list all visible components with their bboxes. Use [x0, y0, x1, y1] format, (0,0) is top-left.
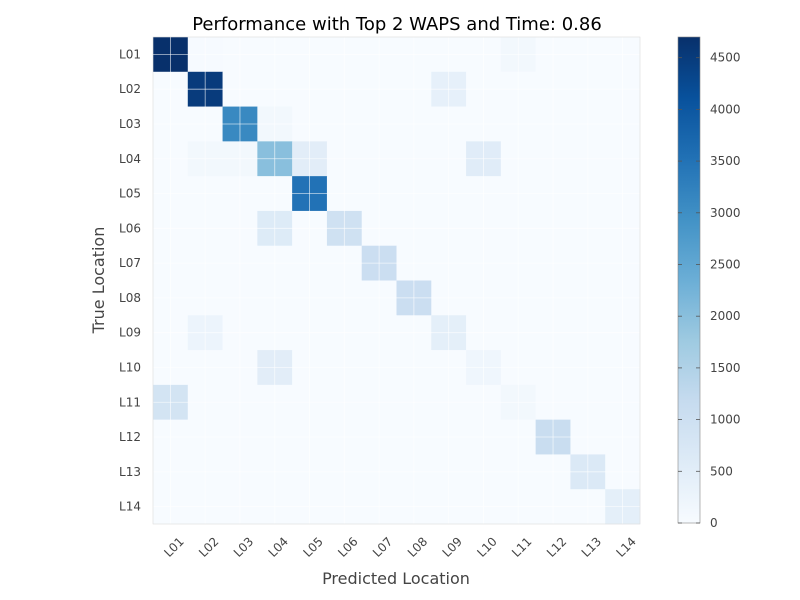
y-axis-ticks: L01 L02 L03 L04 L05 L06 L07 L08 L09 L10 L11 L12 L13 L…: [119, 47, 141, 513]
x-tick-label-L09: L09: [440, 534, 465, 559]
y-tick-label-L10: L10: [119, 360, 141, 374]
colorbar-tick-label-3500: 3500: [710, 154, 741, 168]
x-tick-label-L04: L04: [266, 534, 291, 559]
x-tick-label-L11: L11: [509, 534, 534, 559]
heatmap-gridlines: [153, 37, 640, 524]
colorbar-tick-label-2500: 2500: [710, 257, 741, 271]
colorbar-tick-label-1500: 1500: [710, 361, 741, 375]
colorbar-tick-label-1000: 1000: [710, 413, 741, 427]
x-axis-ticks: L01 L02 L03 L04 L05 L06 L07 L08 L09 L10 L11 L12 L13 L…: [161, 534, 639, 559]
y-tick-label-L02: L02: [119, 82, 141, 96]
y-tick-label-L05: L05: [119, 187, 141, 201]
plot-frame: [152, 36, 641, 525]
colorbar-tick-label-3000: 3000: [710, 206, 741, 220]
x-tick-label-L01: L01: [161, 534, 186, 559]
x-tick-label-L05: L05: [300, 534, 325, 559]
x-tick-label-L12: L12: [544, 534, 569, 559]
y-tick-label-L04: L04: [119, 152, 141, 166]
x-tick-label-L14: L14: [614, 534, 639, 559]
colorbar-gradient: [677, 36, 701, 524]
colorbar-tick-label-0: 0: [710, 516, 718, 530]
y-tick-label-L12: L12: [119, 430, 141, 444]
x-tick-label-L07: L07: [370, 534, 395, 559]
y-tick-label-L14: L14: [119, 500, 141, 514]
y-tick-label-L11: L11: [119, 395, 141, 409]
colorbar-tick-label-4000: 4000: [710, 102, 741, 116]
y-tick-label-L07: L07: [119, 256, 141, 270]
y-axis-title: True Location: [89, 227, 108, 335]
y-tick-label-L13: L13: [119, 465, 141, 479]
colorbar-tick-label-2000: 2000: [710, 309, 741, 323]
x-tick-label-L08: L08: [405, 534, 430, 559]
x-axis-title: Predicted Location: [322, 569, 470, 588]
x-tick-label-L10: L10: [474, 534, 499, 559]
colorbar: 0 500 1000 1500 2000 2500 3000 3500 4000 4500: [677, 36, 741, 530]
y-tick-label-L06: L06: [119, 221, 141, 235]
x-tick-label-L03: L03: [231, 534, 256, 559]
colorbar-tick-label-4500: 4500: [710, 51, 741, 65]
colorbar-tick-label-500: 500: [710, 464, 733, 478]
y-tick-label-L01: L01: [119, 47, 141, 61]
y-tick-label-L08: L08: [119, 291, 141, 305]
heatmap-cells: [153, 37, 641, 525]
y-tick-label-L03: L03: [119, 117, 141, 131]
x-tick-label-L02: L02: [196, 534, 221, 559]
colorbar-ticks: 0 500 1000 1500 2000 2500 3000 3500 4000 4500: [678, 51, 741, 530]
chart-title: Performance with Top 2 WAPS and Time: 0.…: [192, 14, 602, 35]
x-tick-label-L06: L06: [335, 534, 360, 559]
x-tick-label-L13: L13: [579, 534, 604, 559]
y-tick-label-L09: L09: [119, 326, 141, 340]
